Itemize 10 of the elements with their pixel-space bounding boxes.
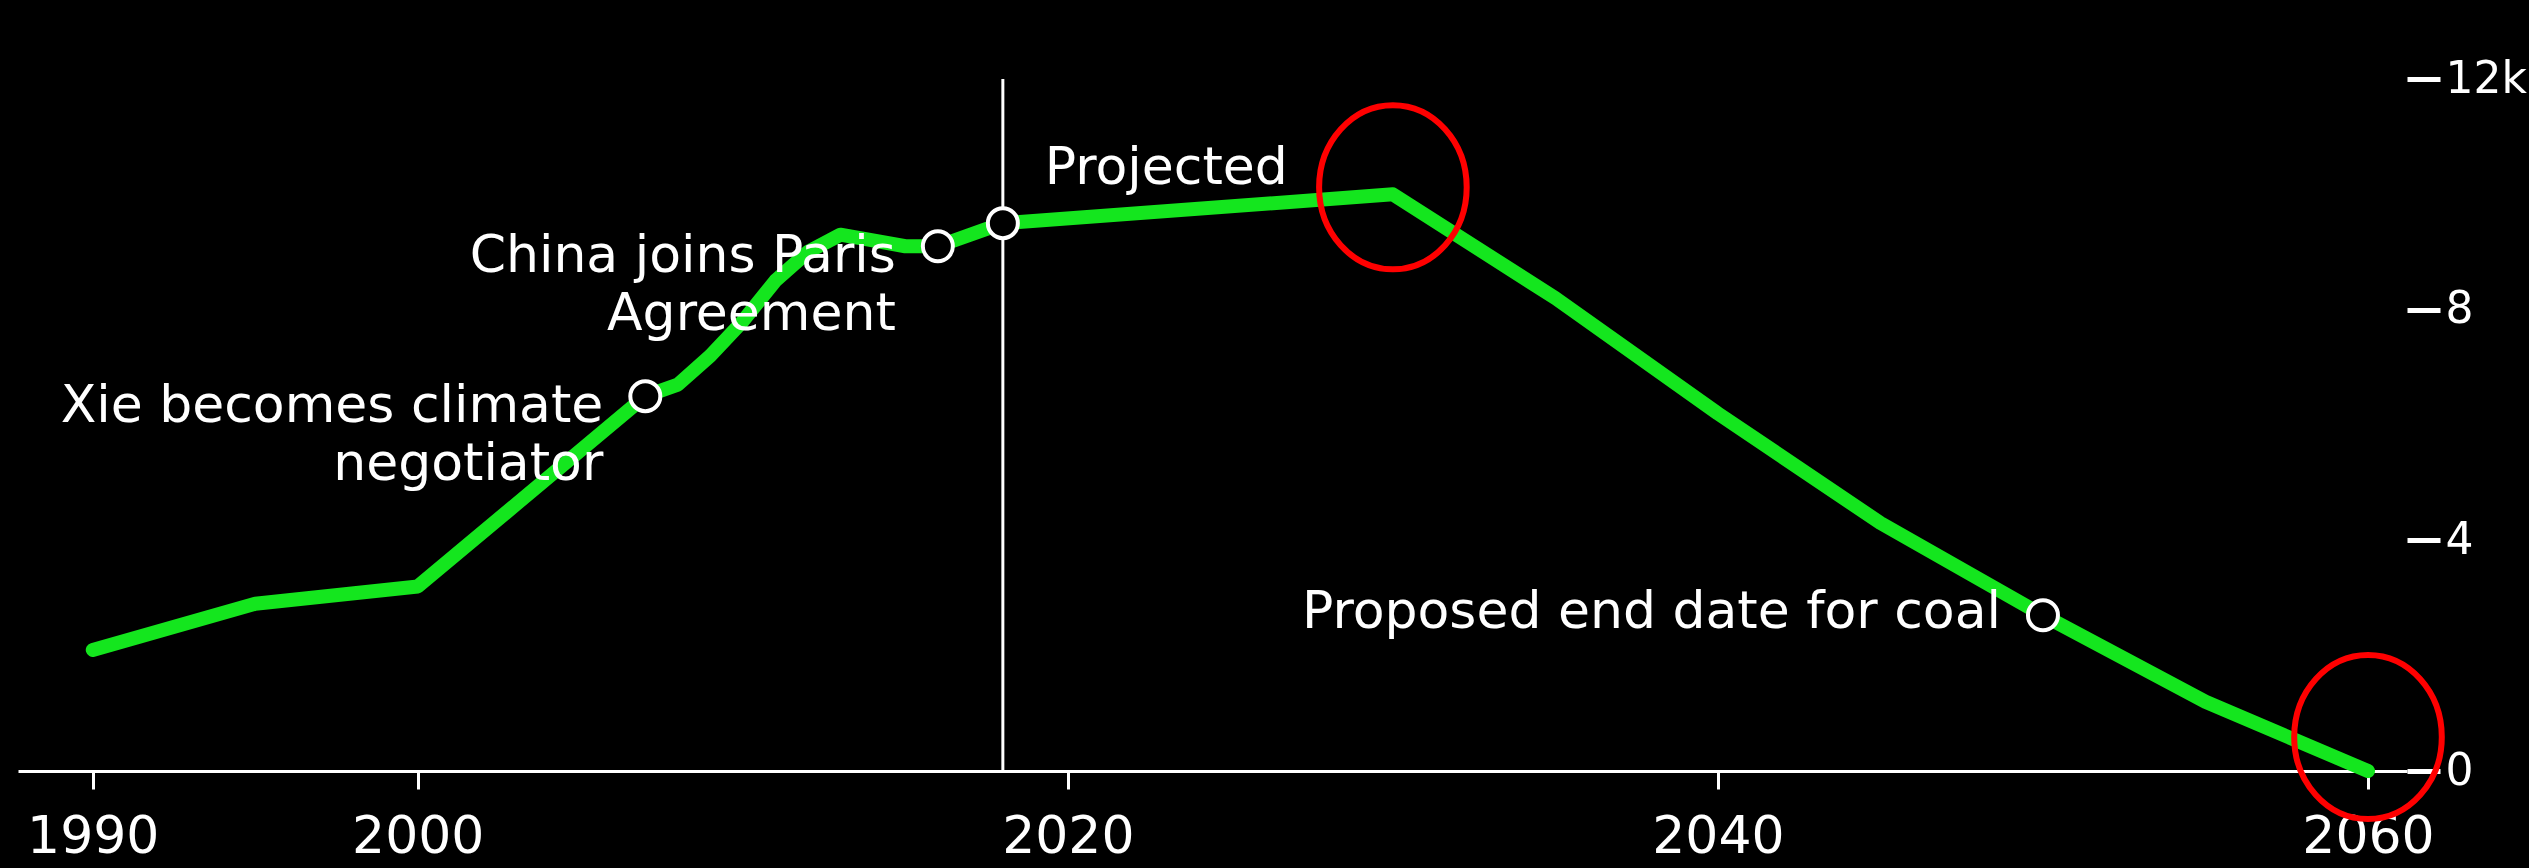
y-tick-label: 8 [2445,282,2474,334]
x-tick-label: 2020 [1002,804,1135,865]
x-tick-label: 2000 [352,804,485,865]
y-tick-label: 0 [2445,743,2474,795]
y-tick-label: 4 [2445,512,2474,564]
x-tick-label: 2040 [1652,804,1785,865]
ref-line-label: Projected [1044,136,1288,196]
y-tick-label: 12k [2445,51,2528,103]
annotation: Proposed end date for coal [1302,580,2001,641]
x-tick-label: 1990 [27,804,160,865]
